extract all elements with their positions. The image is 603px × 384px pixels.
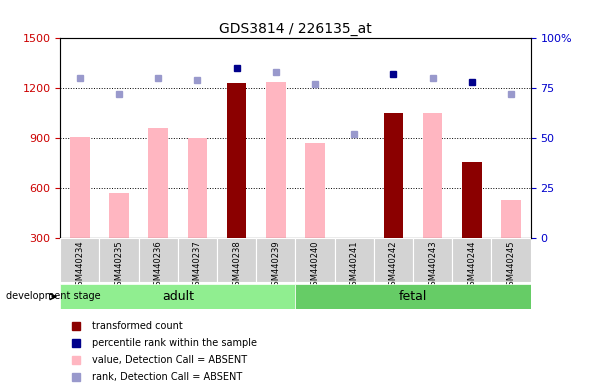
Text: GSM440242: GSM440242 bbox=[389, 240, 398, 291]
Text: rank, Detection Call = ABSENT: rank, Detection Call = ABSENT bbox=[92, 372, 242, 382]
Text: GSM440243: GSM440243 bbox=[428, 240, 437, 291]
Title: GDS3814 / 226135_at: GDS3814 / 226135_at bbox=[219, 22, 372, 36]
Bar bbox=[462, 162, 482, 238]
Text: GSM440241: GSM440241 bbox=[350, 240, 359, 291]
FancyBboxPatch shape bbox=[295, 238, 335, 282]
Bar bbox=[70, 137, 90, 238]
Bar bbox=[109, 193, 129, 238]
FancyBboxPatch shape bbox=[217, 238, 256, 282]
Text: GSM440236: GSM440236 bbox=[154, 240, 163, 291]
Bar bbox=[227, 83, 247, 238]
Text: GSM440237: GSM440237 bbox=[193, 240, 202, 291]
FancyBboxPatch shape bbox=[374, 238, 413, 282]
Text: GSM440244: GSM440244 bbox=[467, 240, 476, 291]
FancyBboxPatch shape bbox=[413, 238, 452, 282]
Text: GSM440234: GSM440234 bbox=[75, 240, 84, 291]
Bar bbox=[266, 82, 286, 238]
Bar bbox=[305, 143, 325, 238]
FancyBboxPatch shape bbox=[335, 238, 374, 282]
Text: GSM440245: GSM440245 bbox=[507, 240, 516, 291]
Bar bbox=[188, 138, 207, 238]
FancyBboxPatch shape bbox=[60, 284, 295, 309]
Text: GSM440238: GSM440238 bbox=[232, 240, 241, 291]
Text: development stage: development stage bbox=[6, 291, 101, 301]
FancyBboxPatch shape bbox=[452, 238, 491, 282]
Text: fetal: fetal bbox=[399, 290, 428, 303]
Text: percentile rank within the sample: percentile rank within the sample bbox=[92, 338, 257, 348]
FancyBboxPatch shape bbox=[99, 238, 139, 282]
FancyBboxPatch shape bbox=[491, 238, 531, 282]
Bar bbox=[501, 200, 521, 238]
Text: GSM440235: GSM440235 bbox=[115, 240, 124, 291]
FancyBboxPatch shape bbox=[256, 238, 295, 282]
FancyBboxPatch shape bbox=[139, 238, 178, 282]
Bar bbox=[384, 113, 403, 238]
Bar bbox=[148, 128, 168, 238]
Text: GSM440239: GSM440239 bbox=[271, 240, 280, 291]
FancyBboxPatch shape bbox=[178, 238, 217, 282]
Text: adult: adult bbox=[162, 290, 194, 303]
Text: GSM440240: GSM440240 bbox=[311, 240, 320, 291]
FancyBboxPatch shape bbox=[60, 238, 99, 282]
Bar bbox=[423, 113, 443, 238]
FancyBboxPatch shape bbox=[295, 284, 531, 309]
Text: value, Detection Call = ABSENT: value, Detection Call = ABSENT bbox=[92, 355, 247, 365]
Text: transformed count: transformed count bbox=[92, 321, 183, 331]
